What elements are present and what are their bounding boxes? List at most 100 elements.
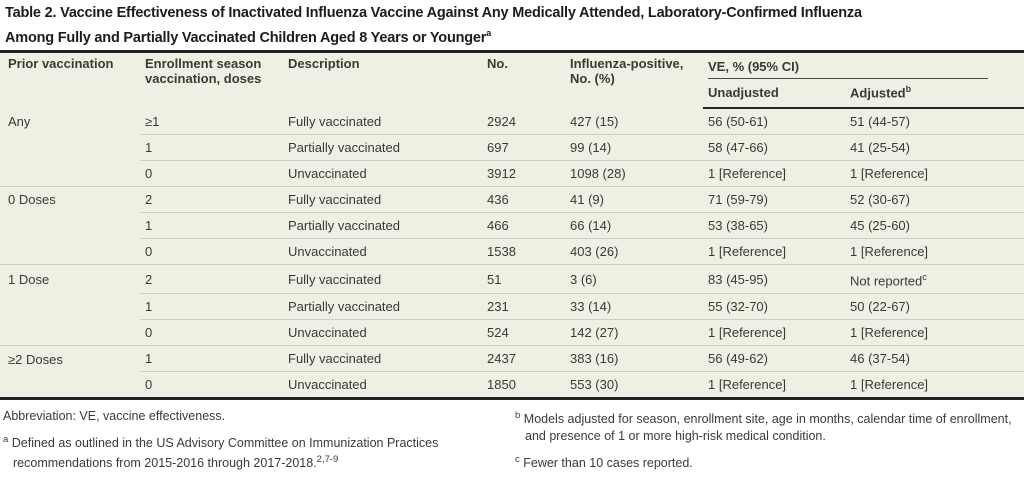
cell-doses: 0 [140, 160, 283, 187]
cell-prior-vaccination: 0 Doses [0, 186, 140, 213]
cell-description: Fully vaccinated [283, 264, 482, 294]
table-title-line2: Among Fully and Partially Vaccinated Chi… [5, 29, 487, 46]
col-header-enrollment-season: Enrollment season vaccination, doses [145, 55, 262, 86]
cell-no: 466 [482, 212, 565, 239]
table-title: Table 2. Vaccine Effectiveness of Inacti… [0, 0, 1024, 50]
cell-ve-unadjusted: 1 [Reference] [703, 319, 845, 346]
cell-prior-vaccination [0, 372, 140, 399]
table-row: 1 Partially vaccinated 466 66 (14) 53 (3… [0, 212, 1024, 239]
adjusted-footnote-marker-b: b [905, 83, 912, 94]
cell-doses: 1 [140, 345, 283, 372]
table-header: Prior vaccination Enrollment season vacc… [0, 51, 1024, 110]
cell-no: 3912 [482, 160, 565, 187]
cell-ve-unadjusted: 55 (32-70) [703, 293, 845, 320]
cell-ve-unadjusted: 83 (45-95) [703, 264, 845, 294]
table-row: 1 Dose 2 Fully vaccinated 51 3 (6) 83 (4… [0, 264, 1024, 294]
cell-doses: 2 [140, 264, 283, 294]
footnote-marker-a: a [3, 433, 9, 445]
table-row: 0 Doses 2 Fully vaccinated 436 41 (9) 71… [0, 186, 1024, 213]
cell-doses: 1 [140, 293, 283, 320]
cell-no: 1538 [482, 238, 565, 265]
cell-ve-unadjusted: 71 (59-79) [703, 186, 845, 213]
cell-ve-unadjusted: 1 [Reference] [703, 160, 845, 187]
cell-ve-adjusted: 1 [Reference] [845, 160, 1024, 187]
cell-ve-unadjusted: 58 (47-66) [703, 134, 845, 161]
cell-ve-adjusted: 51 (44-57) [850, 114, 910, 130]
cell-description: Partially vaccinated [283, 293, 482, 320]
cell-ve-adjusted: 1 [Reference] [845, 371, 1024, 399]
cell-footnote-marker-c: c [922, 272, 927, 283]
footnote-a-text: Defined as outlined in the US Advisory C… [11, 436, 439, 470]
col-header-no: No. [487, 55, 508, 71]
table-row: 0 Unvaccinated 524 142 (27) 1 [Reference… [0, 319, 1024, 346]
cell-influenza-positive: 427 (15) [570, 113, 619, 129]
cell-prior-vaccination [0, 239, 140, 265]
ve-spanner-label: VE, % (95% CI) [708, 59, 988, 79]
col-header-prior-vaccination: Prior vaccination [8, 55, 114, 71]
cell-description: Unvaccinated [283, 238, 482, 265]
footnote-c: c Fewer than 10 cases reported. [515, 452, 1018, 472]
col-header-unadjusted: Unadjusted [703, 78, 845, 110]
cell-ve-unadjusted: 56 (49-62) [703, 345, 845, 372]
footnote-abbreviation: Abbreviation: VE, vaccine effectiveness. [3, 409, 226, 424]
cell-ve-adjusted: 45 (25-60) [845, 212, 1024, 239]
cell-doses: 1 [140, 212, 283, 239]
cell-no: 436 [482, 186, 565, 213]
cell-description: Fully vaccinated [288, 113, 382, 129]
footnote-marker-b: b [515, 410, 521, 422]
cell-no: 2924 [487, 113, 516, 129]
cell-ve-unadjusted: 56 (50-61) [708, 114, 768, 130]
cell-ve-adjusted: Not reportedc [845, 264, 1024, 294]
cell-doses: 0 [140, 371, 283, 399]
table-row: 0 Unvaccinated 1538 403 (26) 1 [Referenc… [0, 238, 1024, 265]
footnote-a: a Defined as outlined in the US Advisory… [3, 432, 499, 471]
cell-influenza-positive: 99 (14) [565, 134, 703, 161]
cell-no: 697 [482, 134, 565, 161]
cell-prior-vaccination: Any [8, 113, 31, 129]
cell-doses: 1 [140, 134, 283, 161]
cell-no: 1850 [482, 371, 565, 399]
title-footnote-marker-a: a [486, 27, 492, 38]
cell-prior-vaccination [0, 320, 140, 346]
header-sub-row: Unadjusted Adjustedb [0, 78, 1024, 110]
cell-description: Unvaccinated [283, 319, 482, 346]
cell-ve-adjusted: 50 (22-67) [845, 293, 1024, 320]
col-header-adjusted: Adjustedb [845, 78, 1024, 110]
cell-prior-vaccination [0, 213, 140, 239]
cell-ve-adjusted: 1 [Reference] [845, 238, 1024, 265]
cell-no: 2437 [482, 345, 565, 372]
cell-influenza-positive: 33 (14) [565, 293, 703, 320]
footnote-a-references: 2,7-9 [316, 453, 339, 465]
cell-influenza-positive: 553 (30) [565, 371, 703, 399]
cell-ve-adjusted: 41 (25-54) [845, 134, 1024, 161]
cell-description: Fully vaccinated [283, 186, 482, 213]
col-header-adjusted-label: Adjusted [850, 85, 906, 101]
cell-ve-adjusted: 52 (30-67) [845, 186, 1024, 213]
footnote-marker-c: c [515, 453, 520, 465]
cell-influenza-positive: 142 (27) [565, 319, 703, 346]
cell-ve-adjusted: 46 (37-54) [845, 345, 1024, 372]
footnotes-left-column: Abbreviation: VE, vaccine effectiveness.… [3, 408, 499, 478]
cell-influenza-positive: 1098 (28) [565, 160, 703, 187]
table-row: 1 Partially vaccinated 697 99 (14) 58 (4… [0, 134, 1024, 161]
footnote-b-text: Models adjusted for season, enrollment s… [523, 412, 1012, 444]
cell-prior-vaccination [0, 294, 140, 320]
cell-description: Unvaccinated [283, 371, 482, 399]
cell-description: Partially vaccinated [283, 212, 482, 239]
cell-no: 51 [482, 264, 565, 294]
cell-description: Partially vaccinated [283, 134, 482, 161]
cell-prior-vaccination: 1 Dose [0, 264, 140, 294]
cell-prior-vaccination [0, 135, 140, 161]
cell-ve-adjusted-text: Not reported [850, 273, 923, 289]
table-row: 0 Unvaccinated 3912 1098 (28) 1 [Referen… [0, 160, 1024, 187]
cell-doses: 2 [140, 186, 283, 213]
cell-influenza-positive: 403 (26) [565, 238, 703, 265]
header-spanner-row: Prior vaccination Enrollment season vacc… [0, 51, 1024, 86]
table-row: 1 Partially vaccinated 231 33 (14) 55 (3… [0, 293, 1024, 320]
cell-ve-unadjusted: 1 [Reference] [703, 238, 845, 265]
footnote-b: b Models adjusted for season, enrollment… [515, 408, 1018, 444]
table-row: Any ≥1 Fully vaccinated 2924 427 (15) 56… [0, 108, 1024, 135]
footnotes: Abbreviation: VE, vaccine effectiveness.… [0, 400, 1024, 478]
cell-doses: ≥1 [145, 113, 160, 129]
cell-influenza-positive: 383 (16) [565, 345, 703, 372]
